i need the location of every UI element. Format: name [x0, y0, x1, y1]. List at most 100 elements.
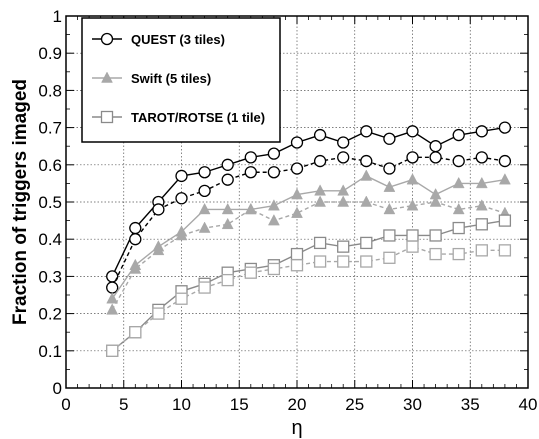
- data-point: [313, 128, 327, 142]
- data-point: [429, 140, 442, 153]
- data-point: [314, 195, 327, 207]
- data-point: [221, 173, 234, 186]
- data-point: [152, 243, 165, 256]
- data-point: [290, 136, 304, 149]
- data-point: [383, 162, 396, 175]
- y-tick-label: 0.6: [38, 156, 62, 175]
- data-point: [175, 292, 188, 305]
- data-point: [475, 176, 488, 189]
- y-tick-label: 0.5: [38, 193, 62, 212]
- data-point: [406, 229, 419, 242]
- y-tick-label: 0.9: [38, 44, 62, 63]
- y-tick-label: 0.7: [38, 119, 62, 138]
- legend-label: Swift (5 tiles): [131, 71, 211, 86]
- data-point: [244, 202, 257, 215]
- x-tick-label: 0: [61, 395, 70, 414]
- series-5: [106, 240, 512, 357]
- data-point: [244, 151, 257, 164]
- data-point: [498, 121, 512, 134]
- y-tick-label: 0: [53, 379, 62, 398]
- data-point: [337, 151, 350, 164]
- data-point: [337, 195, 350, 207]
- data-point: [129, 326, 142, 339]
- x-axis-label: η: [291, 417, 302, 439]
- y-tick-label: 0.2: [38, 305, 62, 324]
- data-point: [129, 262, 142, 274]
- data-point: [290, 162, 304, 175]
- data-point: [429, 151, 442, 164]
- data-point: [337, 136, 350, 149]
- series-line: [111, 245, 505, 352]
- series-line: [111, 156, 506, 288]
- data-point: [475, 199, 488, 211]
- data-point: [452, 154, 465, 168]
- x-tick-label: 35: [461, 395, 480, 414]
- data-point: [221, 158, 234, 171]
- legend-marker: [101, 71, 113, 83]
- data-point: [475, 244, 488, 257]
- legend-marker: [100, 32, 114, 46]
- data-point: [360, 154, 373, 168]
- data-point: [244, 266, 257, 279]
- data-point: [498, 244, 512, 257]
- data-point: [475, 151, 488, 164]
- data-point: [406, 173, 419, 185]
- data-point: [129, 221, 142, 235]
- data-point: [337, 240, 350, 253]
- x-tick-label: 20: [288, 395, 307, 414]
- data-point: [498, 154, 512, 168]
- series-line: [111, 175, 506, 300]
- data-point: [198, 281, 211, 294]
- data-point: [383, 180, 396, 192]
- data-point: [198, 202, 211, 215]
- data-point: [291, 188, 303, 200]
- data-point: [152, 307, 165, 320]
- series-line: [111, 201, 506, 311]
- data-point: [267, 166, 281, 179]
- data-point: [498, 214, 512, 227]
- data-point: [452, 202, 465, 215]
- y-axis-label: Fraction of triggers imaged: [10, 79, 31, 325]
- y-tick-label: 0.8: [38, 81, 62, 100]
- series-layer: [106, 121, 512, 357]
- data-point: [452, 128, 465, 142]
- data-point: [360, 195, 373, 207]
- data-point: [106, 344, 119, 357]
- data-point: [175, 228, 188, 241]
- series-line: [111, 219, 506, 352]
- x-tick-label: 5: [119, 395, 128, 414]
- grid: [66, 16, 528, 388]
- data-point: [313, 255, 327, 268]
- data-point: [452, 176, 465, 189]
- data-point: [106, 292, 119, 304]
- data-point: [267, 214, 280, 226]
- data-point: [429, 229, 442, 242]
- data-point: [290, 259, 304, 272]
- data-point: [175, 192, 188, 205]
- data-point: [360, 255, 373, 268]
- data-point: [198, 221, 211, 233]
- x-tick-label: 10: [172, 395, 191, 414]
- data-point: [337, 184, 350, 196]
- series-0: [106, 121, 512, 283]
- data-point: [406, 240, 419, 253]
- y-tick-label: 0.4: [38, 230, 62, 249]
- legend-label: TAROT/ROTSE (1 tile): [131, 110, 265, 125]
- series-3: [106, 195, 511, 315]
- data-point: [106, 303, 119, 315]
- data-point: [406, 199, 419, 211]
- data-point: [475, 218, 488, 231]
- data-point: [175, 169, 188, 183]
- data-point: [383, 229, 396, 242]
- x-tick-label: 15: [230, 395, 249, 414]
- data-point: [221, 217, 234, 230]
- data-point: [406, 151, 419, 164]
- legend: QUEST (3 tiles) Swift (5 tiles) TAROT/ROTS…: [81, 17, 281, 143]
- data-point: [129, 233, 142, 246]
- data-point: [383, 251, 396, 264]
- series-4: [106, 214, 512, 357]
- data-point: [290, 247, 304, 261]
- data-point: [221, 202, 234, 215]
- y-tick-label: 0.1: [38, 342, 62, 361]
